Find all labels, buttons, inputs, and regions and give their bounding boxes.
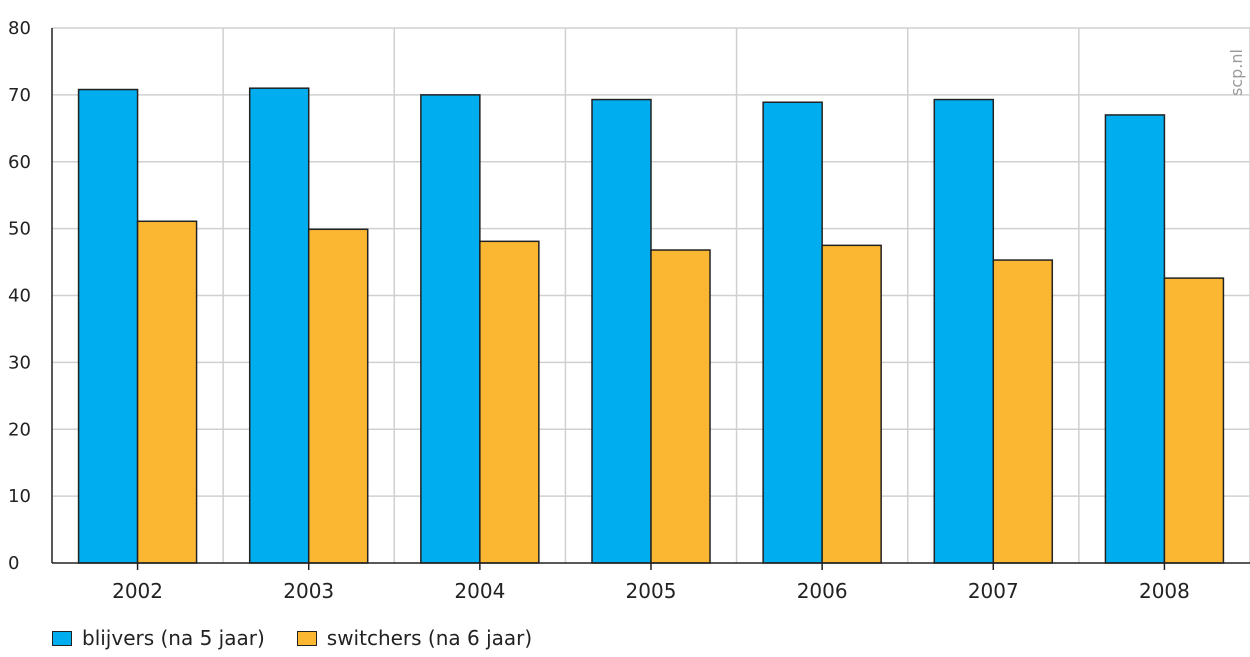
bars	[77, 87, 1225, 564]
bar-switchers-2008	[1163, 277, 1225, 564]
x-tick-label: 2006	[797, 579, 848, 603]
bar-blijvers-2007	[933, 98, 995, 564]
bar-switchers-2004	[479, 240, 540, 564]
y-tick-label: 0	[8, 553, 19, 574]
bar-switchers-2003	[307, 228, 369, 564]
x-tick-label: 2008	[1139, 579, 1190, 603]
axes	[51, 28, 1250, 570]
watermark: scp.nl	[1227, 49, 1246, 96]
y-tick-label: 70	[8, 85, 31, 106]
y-tick-label: 60	[8, 152, 31, 173]
tick-labels: 0 10 20 30 40 50 60 70 80 2002 2003 2004 2005 2006 200…	[8, 18, 1190, 603]
bar-blijvers-2006	[762, 101, 823, 564]
bar-switchers-2006	[821, 244, 882, 564]
x-tick-label: 2003	[283, 579, 334, 603]
legend-label-switchers: switchers (na 6 jaar)	[326, 626, 533, 650]
legend-swatch-blijvers	[52, 630, 72, 646]
y-tick-label: 30	[8, 352, 31, 373]
x-tick-label: 2002	[112, 579, 163, 603]
x-tick-label: 2004	[454, 579, 505, 603]
y-tick-label: 10	[8, 486, 31, 507]
y-tick-label: 20	[8, 419, 31, 440]
bar-switchers-2007	[992, 259, 1054, 564]
bar-blijvers-2008	[1104, 114, 1166, 564]
y-tick-label: 80	[8, 18, 31, 39]
bar-switchers-2002	[136, 220, 198, 564]
y-tick-label: 50	[8, 219, 31, 240]
legend-label-blijvers: blijvers (na 5 jaar)	[82, 626, 265, 650]
x-tick-label: 2007	[968, 579, 1019, 603]
bar-blijvers-2005	[591, 98, 652, 564]
bar-switchers-2005	[650, 249, 711, 564]
bar-blijvers-2004	[420, 94, 481, 564]
legend-item-blijvers: blijvers (na 5 jaar)	[52, 626, 265, 650]
legend-swatch-switchers	[296, 630, 317, 646]
legend: blijvers (na 5 jaar) switchers (na 6 jaa…	[52, 626, 532, 650]
x-tick-label: 2005	[626, 579, 677, 603]
y-tick-label: 40	[8, 286, 31, 307]
bar-blijvers-2003	[248, 87, 310, 564]
bar-blijvers-2002	[77, 88, 139, 564]
legend-item-switchers: switchers (na 6 jaar)	[296, 626, 533, 650]
